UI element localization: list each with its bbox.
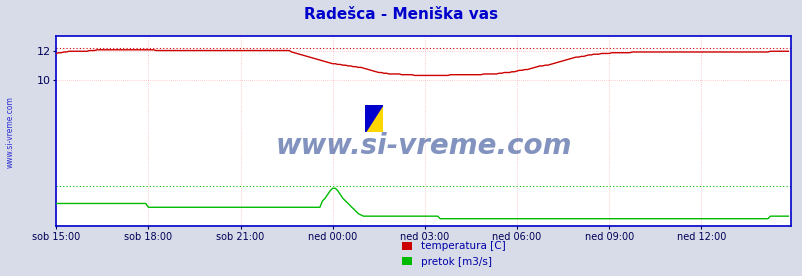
Legend: temperatura [C], pretok [m3/s]: temperatura [C], pretok [m3/s] <box>397 237 509 271</box>
Polygon shape <box>365 105 383 132</box>
Text: www.si-vreme.com: www.si-vreme.com <box>6 97 14 168</box>
Polygon shape <box>365 105 383 132</box>
Text: www.si-vreme.com: www.si-vreme.com <box>275 132 571 160</box>
Text: Radešca - Meniška vas: Radešca - Meniška vas <box>304 7 498 22</box>
